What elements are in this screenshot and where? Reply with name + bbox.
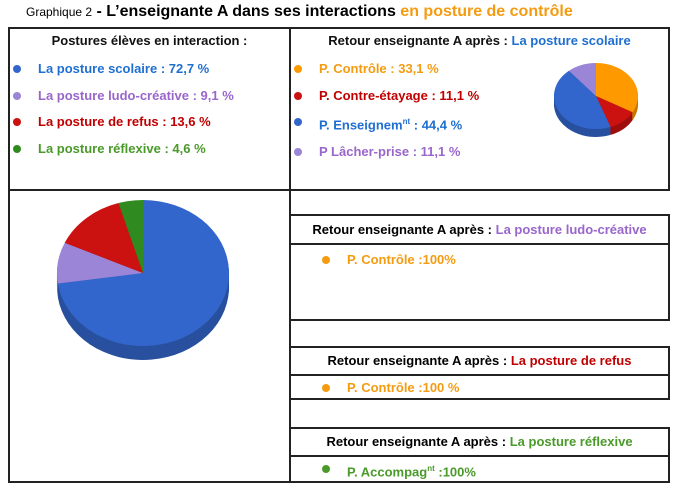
- feedback-box: Retour enseignante A après : La posture …: [289, 427, 670, 483]
- legend-text: La posture scolaire : 72,7 %: [38, 61, 210, 76]
- title-highlight: La posture de refus: [510, 353, 632, 368]
- legend-text: P. Contre-étayage : 11,1 %: [319, 87, 480, 103]
- pie-slice: [57, 200, 229, 346]
- item-text: P. Contrôle :100 %: [347, 380, 460, 395]
- title-highlight: La posture ludo-créative: [495, 222, 647, 237]
- feedback-box: Retour enseignante A après : La posture …: [289, 346, 670, 400]
- feedback-list: P. Accompagnt :100%: [319, 457, 668, 484]
- figure-heading: - L’enseignante A dans ses interactions: [96, 3, 396, 20]
- legend: P. Contrôle : 33,1 % P. Contre-étayage : …: [291, 56, 531, 165]
- legend-item: La posture réflexive : 4,6 %: [10, 136, 260, 163]
- legend-text: P. Enseignem: [319, 117, 403, 133]
- feedback-list: P. Contrôle :100%: [319, 247, 668, 274]
- feedback-list: P. Contrôle :100 %: [319, 376, 668, 400]
- item-sup: nt: [427, 464, 435, 473]
- legend-dot: [13, 144, 21, 153]
- pie-chart: [57, 200, 229, 360]
- legend-item: La posture de refus : 13,6 %: [10, 109, 260, 136]
- item-text: P. Contrôle :100%: [347, 252, 456, 267]
- pie-slice: [568, 63, 596, 96]
- item-text: P. Accompag: [347, 464, 428, 480]
- pie-slice: [57, 242, 143, 284]
- legend-text: La posture réflexive : 4,6 %: [38, 140, 206, 156]
- divider: [289, 27, 291, 191]
- feedback-item: P. Accompagnt :100%: [319, 457, 668, 484]
- legend-item: P. Contrôle : 33,1 %: [291, 56, 531, 83]
- legend: La posture scolaire : 72,7 % La posture l…: [10, 56, 260, 162]
- legend-text: : 44,4 %: [410, 117, 463, 133]
- pie-slice: [554, 70, 611, 129]
- pie-slice: [64, 203, 143, 273]
- title-highlight: La posture réflexive: [509, 434, 633, 449]
- legend-text: P. Contrôle : 33,1 %: [319, 61, 439, 76]
- title-highlight: La posture scolaire: [511, 33, 631, 48]
- legend-title: Postures élèves en interaction :: [51, 33, 248, 48]
- legend-dot: [13, 91, 21, 100]
- legend-text: La posture ludo-créative : 9,1 %: [38, 87, 234, 103]
- feedback-item: P. Contrôle :100 %: [319, 376, 668, 400]
- pie-slice: [596, 63, 638, 113]
- legend-text: La posture de refus : 13,6 %: [38, 114, 211, 129]
- figure-title: Graphique 2 - L’enseignante A dans ses i…: [26, 3, 573, 21]
- pie-slice: [118, 200, 143, 273]
- top-row: [8, 27, 670, 191]
- legend-item: La posture ludo-créative : 9,1 %: [10, 83, 260, 110]
- feedback-title: Retour enseignante A après : La posture …: [291, 429, 668, 457]
- figure-highlight: en posture de contrôle: [400, 3, 573, 20]
- legend-dot: [294, 147, 302, 156]
- title-text: Retour enseignante A après :: [312, 222, 493, 237]
- legend-dot: [294, 91, 302, 100]
- legend-dot: [294, 118, 302, 126]
- figure-prefix: Graphique 2: [26, 5, 93, 19]
- legend-text: nt: [402, 117, 411, 126]
- title-text: Retour enseignante A après :: [328, 33, 508, 48]
- feedback-title: Retour enseignante A après : La posture …: [291, 348, 668, 376]
- title-text: Retour enseignante A après :: [327, 353, 508, 368]
- pie-chart: [554, 63, 638, 137]
- pie-cell: [8, 189, 291, 483]
- feedback-item: P. Contrôle :100%: [319, 247, 668, 274]
- legend-item: P. Enseignemnt : 44,4 %: [291, 109, 531, 139]
- legend-item: P. Contre-étayage : 11,1 %: [291, 83, 531, 110]
- legend-dot: [13, 65, 21, 73]
- pie-slice: [596, 96, 633, 127]
- title-text: Retour enseignante A après :: [326, 434, 507, 449]
- legend-dot: [294, 65, 302, 73]
- legend-dot: [13, 118, 21, 126]
- legend-title: Retour enseignante A après : La posture …: [291, 31, 668, 51]
- feedback-box: Retour enseignante A après : La posture …: [289, 214, 670, 321]
- feedback-title: Retour enseignante A après : La posture …: [291, 216, 668, 245]
- legend-item: P Lâcher-prise : 11,1 %: [291, 139, 531, 166]
- right-legend: Retour enseignante A après : La posture …: [291, 31, 668, 165]
- legend-item: La posture scolaire : 72,7 %: [10, 56, 260, 83]
- item-text: :100%: [434, 464, 476, 480]
- legend-text: P Lâcher-prise : 11,1 %: [319, 143, 461, 159]
- left-legend: Postures élèves en interaction : La post…: [10, 31, 289, 162]
